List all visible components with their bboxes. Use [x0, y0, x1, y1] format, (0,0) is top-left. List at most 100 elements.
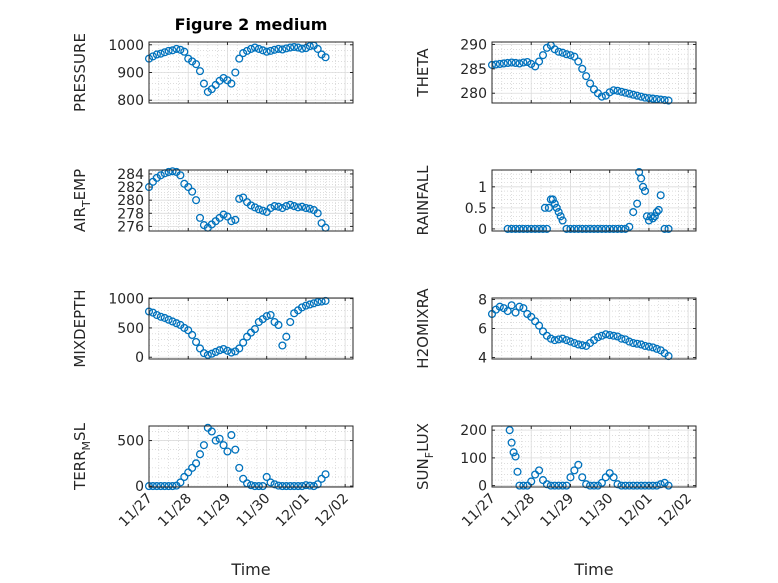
data-point[interactable]: [250, 482, 259, 491]
data-point[interactable]: [562, 336, 571, 345]
data-point[interactable]: [250, 43, 259, 52]
data-point[interactable]: [523, 224, 532, 233]
data-point[interactable]: [570, 52, 579, 61]
data-point[interactable]: [282, 332, 291, 341]
data-point[interactable]: [305, 481, 314, 490]
data-point[interactable]: [270, 45, 279, 54]
data-point[interactable]: [535, 57, 544, 66]
data-point[interactable]: [199, 441, 208, 450]
data-point[interactable]: [286, 43, 295, 52]
data-point[interactable]: [640, 186, 650, 196]
data-point[interactable]: [511, 58, 520, 68]
data-point[interactable]: [648, 94, 657, 103]
data-point[interactable]: [262, 472, 271, 482]
data-point[interactable]: [507, 438, 516, 447]
data-point[interactable]: [507, 58, 516, 67]
data-point[interactable]: [266, 478, 275, 487]
data-point[interactable]: [231, 215, 240, 224]
data-point[interactable]: [509, 448, 518, 457]
data-point[interactable]: [654, 205, 663, 215]
data-point[interactable]: [195, 213, 205, 222]
data-point[interactable]: [184, 183, 193, 192]
data-point[interactable]: [519, 58, 528, 67]
data-point[interactable]: [297, 202, 307, 211]
data-point[interactable]: [152, 50, 161, 59]
data-point[interactable]: [235, 54, 244, 63]
data-point[interactable]: [184, 468, 193, 477]
data-point[interactable]: [507, 301, 516, 310]
data-point[interactable]: [223, 447, 232, 456]
data-point[interactable]: [148, 52, 157, 61]
data-point[interactable]: [235, 344, 244, 353]
data-point[interactable]: [613, 86, 622, 95]
data-point[interactable]: [613, 480, 622, 489]
data-point[interactable]: [160, 482, 169, 491]
data-point[interactable]: [513, 467, 522, 476]
data-point[interactable]: [309, 299, 318, 308]
data-point[interactable]: [278, 203, 287, 213]
data-point[interactable]: [286, 200, 295, 209]
data-point[interactable]: [593, 333, 602, 342]
data-point[interactable]: [633, 199, 642, 208]
data-point[interactable]: [570, 466, 579, 475]
data-point[interactable]: [503, 307, 512, 316]
data-point[interactable]: [625, 89, 634, 98]
data-point[interactable]: [546, 334, 555, 343]
data-point[interactable]: [664, 481, 673, 490]
data-point[interactable]: [195, 67, 205, 76]
data-point[interactable]: [574, 340, 583, 349]
data-point[interactable]: [578, 64, 587, 73]
data-point[interactable]: [227, 217, 236, 226]
data-point[interactable]: [192, 60, 201, 69]
data-point[interactable]: [597, 478, 606, 487]
data-point[interactable]: [246, 201, 256, 210]
data-point[interactable]: [180, 472, 189, 482]
data-point[interactable]: [633, 481, 642, 490]
data-point[interactable]: [164, 167, 173, 177]
data-point[interactable]: [554, 47, 563, 56]
data-point[interactable]: [574, 460, 583, 469]
data-point[interactable]: [211, 436, 220, 445]
data-point[interactable]: [321, 470, 330, 479]
data-point[interactable]: [617, 87, 626, 96]
data-point[interactable]: [550, 199, 559, 208]
data-point[interactable]: [203, 350, 212, 359]
data-point[interactable]: [578, 224, 587, 233]
data-point[interactable]: [266, 203, 275, 213]
data-point[interactable]: [286, 482, 295, 491]
data-point[interactable]: [538, 51, 548, 60]
data-point[interactable]: [538, 224, 548, 233]
data-point[interactable]: [511, 452, 520, 461]
data-point[interactable]: [270, 202, 279, 211]
data-point[interactable]: [246, 481, 256, 490]
data-point[interactable]: [621, 481, 630, 490]
data-point[interactable]: [640, 481, 650, 490]
data-point[interactable]: [519, 224, 528, 233]
data-point[interactable]: [558, 48, 567, 57]
data-point[interactable]: [227, 431, 236, 440]
data-point[interactable]: [223, 346, 232, 355]
data-point[interactable]: [582, 224, 591, 233]
data-point[interactable]: [282, 202, 291, 211]
data-point[interactable]: [219, 210, 228, 219]
data-point[interactable]: [550, 336, 559, 345]
data-point[interactable]: [207, 427, 216, 436]
data-point[interactable]: [274, 44, 283, 53]
data-point[interactable]: [597, 224, 606, 233]
data-point[interactable]: [195, 344, 205, 353]
data-point[interactable]: [550, 481, 559, 490]
data-point[interactable]: [274, 320, 283, 330]
data-point[interactable]: [219, 344, 228, 354]
data-point[interactable]: [648, 343, 657, 352]
data-point[interactable]: [168, 317, 177, 326]
data-point[interactable]: [180, 47, 189, 56]
data-point[interactable]: [566, 51, 575, 60]
data-point[interactable]: [176, 171, 185, 180]
data-point[interactable]: [597, 92, 606, 101]
data-point[interactable]: [621, 224, 630, 233]
data-point[interactable]: [637, 174, 646, 183]
data-point[interactable]: [313, 480, 322, 489]
data-point[interactable]: [188, 463, 197, 472]
data-point[interactable]: [621, 335, 630, 344]
data-point[interactable]: [535, 466, 544, 475]
